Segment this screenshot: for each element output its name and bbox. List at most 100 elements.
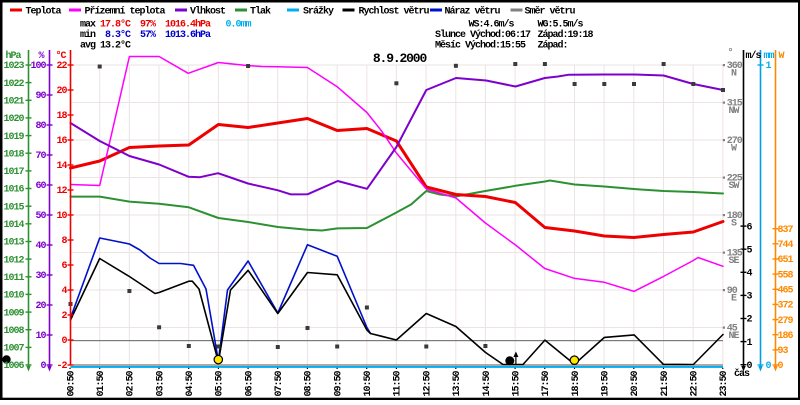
svg-text:1011: 1011 bbox=[3, 273, 24, 284]
svg-text:18:50: 18:50 bbox=[571, 370, 582, 396]
svg-text:10: 10 bbox=[56, 211, 67, 222]
svg-text:Směr větru: Směr větru bbox=[525, 6, 576, 18]
svg-text:NW: NW bbox=[728, 106, 739, 117]
svg-text:max: max bbox=[80, 20, 96, 31]
svg-text:1018: 1018 bbox=[3, 149, 24, 160]
svg-text:360: 360 bbox=[727, 61, 743, 72]
svg-text:20: 20 bbox=[56, 86, 67, 97]
svg-text:40: 40 bbox=[35, 241, 46, 252]
svg-text:1015: 1015 bbox=[3, 202, 24, 213]
svg-text:22:50: 22:50 bbox=[690, 370, 701, 396]
svg-text:Vlhkost: Vlhkost bbox=[190, 6, 226, 18]
svg-text:225: 225 bbox=[727, 174, 743, 185]
svg-text:1020: 1020 bbox=[3, 114, 24, 125]
svg-text:1017: 1017 bbox=[3, 167, 24, 178]
svg-text:50: 50 bbox=[35, 211, 46, 222]
svg-text:186: 186 bbox=[778, 331, 794, 342]
svg-text:-2: -2 bbox=[56, 361, 67, 372]
svg-text:8.3°C: 8.3°C bbox=[105, 29, 131, 41]
svg-text:1: 1 bbox=[766, 61, 772, 72]
svg-text:mm: mm bbox=[764, 51, 775, 62]
svg-text:22: 22 bbox=[56, 61, 67, 72]
svg-text:19:50: 19:50 bbox=[600, 370, 611, 396]
svg-text:97%: 97% bbox=[140, 20, 156, 31]
svg-text:1010: 1010 bbox=[3, 291, 24, 302]
svg-text:1: 1 bbox=[747, 338, 753, 349]
svg-text:17.8°C: 17.8°C bbox=[100, 19, 131, 31]
svg-text:20:50: 20:50 bbox=[630, 370, 641, 396]
svg-text:16: 16 bbox=[56, 136, 67, 147]
svg-text:W: W bbox=[731, 144, 737, 155]
svg-text:1021: 1021 bbox=[3, 96, 24, 107]
svg-text:4: 4 bbox=[61, 286, 67, 297]
svg-text:Srážky: Srážky bbox=[303, 6, 334, 18]
svg-text:Rychlost větru: Rychlost větru bbox=[359, 6, 430, 18]
svg-text:6: 6 bbox=[61, 261, 67, 272]
svg-text:270: 270 bbox=[727, 136, 743, 147]
svg-text:avg: avg bbox=[80, 41, 96, 52]
svg-text:WS:4.6m/s: WS:4.6m/s bbox=[469, 19, 515, 31]
svg-text:23:50: 23:50 bbox=[719, 370, 730, 396]
svg-text:06:50: 06:50 bbox=[244, 370, 255, 396]
svg-text:0: 0 bbox=[766, 361, 772, 372]
svg-text:S: S bbox=[731, 219, 737, 230]
svg-text:1007: 1007 bbox=[3, 344, 24, 355]
svg-text:11:50: 11:50 bbox=[393, 370, 404, 396]
svg-text:Přízemní teplota: Přízemní teplota bbox=[85, 6, 166, 18]
svg-text:10:50: 10:50 bbox=[363, 370, 374, 396]
svg-text:1023: 1023 bbox=[3, 61, 24, 72]
svg-text:čas: čas bbox=[734, 368, 750, 380]
svg-text:Teplota: Teplota bbox=[26, 6, 62, 18]
svg-text:14: 14 bbox=[56, 161, 67, 172]
svg-text:2: 2 bbox=[747, 315, 753, 326]
svg-text:100: 100 bbox=[30, 61, 46, 72]
svg-text:180: 180 bbox=[727, 211, 743, 222]
svg-text:8: 8 bbox=[61, 236, 67, 247]
svg-text:1019: 1019 bbox=[3, 132, 24, 143]
svg-text:14:50: 14:50 bbox=[482, 370, 493, 396]
svg-text:m/s: m/s bbox=[746, 50, 762, 62]
svg-text:0: 0 bbox=[778, 361, 784, 372]
svg-text:21:50: 21:50 bbox=[660, 370, 671, 396]
svg-text:93: 93 bbox=[778, 346, 789, 357]
svg-text:04:50: 04:50 bbox=[185, 370, 196, 396]
svg-text:80: 80 bbox=[35, 121, 46, 132]
svg-text:°: ° bbox=[728, 47, 733, 59]
svg-text:00:50: 00:50 bbox=[66, 370, 77, 396]
svg-text:5: 5 bbox=[747, 245, 753, 256]
svg-text:02:50: 02:50 bbox=[126, 370, 137, 396]
svg-text:18: 18 bbox=[56, 111, 67, 122]
svg-text:W: W bbox=[779, 51, 785, 62]
svg-text:E: E bbox=[731, 294, 737, 305]
svg-text:1012: 1012 bbox=[3, 255, 24, 266]
svg-text:2: 2 bbox=[61, 311, 67, 322]
svg-text:Západ:: Západ: bbox=[538, 40, 568, 52]
svg-text:Náraz větru: Náraz větru bbox=[445, 6, 501, 18]
svg-text:1022: 1022 bbox=[3, 79, 24, 90]
svg-text:57%: 57% bbox=[140, 30, 156, 41]
svg-text:3: 3 bbox=[747, 292, 753, 303]
svg-text:0: 0 bbox=[61, 336, 67, 347]
svg-text:hPa: hPa bbox=[6, 50, 22, 62]
svg-text:05:50: 05:50 bbox=[215, 370, 226, 396]
svg-text:Slunce Východ:06:17: Slunce Východ:06:17 bbox=[435, 29, 531, 41]
svg-text:1013: 1013 bbox=[3, 238, 24, 249]
svg-text:1006: 1006 bbox=[3, 361, 24, 372]
svg-text:1016: 1016 bbox=[3, 185, 24, 196]
svg-text:1008: 1008 bbox=[3, 326, 24, 337]
svg-text:WG:5.5m/s: WG:5.5m/s bbox=[538, 19, 584, 31]
svg-text:N: N bbox=[731, 69, 737, 80]
svg-text:12: 12 bbox=[56, 186, 67, 197]
svg-text:03:50: 03:50 bbox=[155, 370, 166, 396]
svg-text:17:50: 17:50 bbox=[541, 370, 552, 396]
svg-text:13:50: 13:50 bbox=[452, 370, 463, 396]
svg-text:90: 90 bbox=[35, 91, 46, 102]
svg-text:SE: SE bbox=[728, 256, 739, 267]
svg-text:315: 315 bbox=[727, 99, 743, 110]
svg-text:90: 90 bbox=[727, 286, 738, 297]
svg-text:4: 4 bbox=[747, 269, 753, 280]
svg-text:Západ:19:18: Západ:19:18 bbox=[538, 29, 594, 41]
svg-text:651: 651 bbox=[778, 255, 794, 266]
svg-text:08:50: 08:50 bbox=[304, 370, 315, 396]
svg-text:279: 279 bbox=[778, 316, 794, 327]
